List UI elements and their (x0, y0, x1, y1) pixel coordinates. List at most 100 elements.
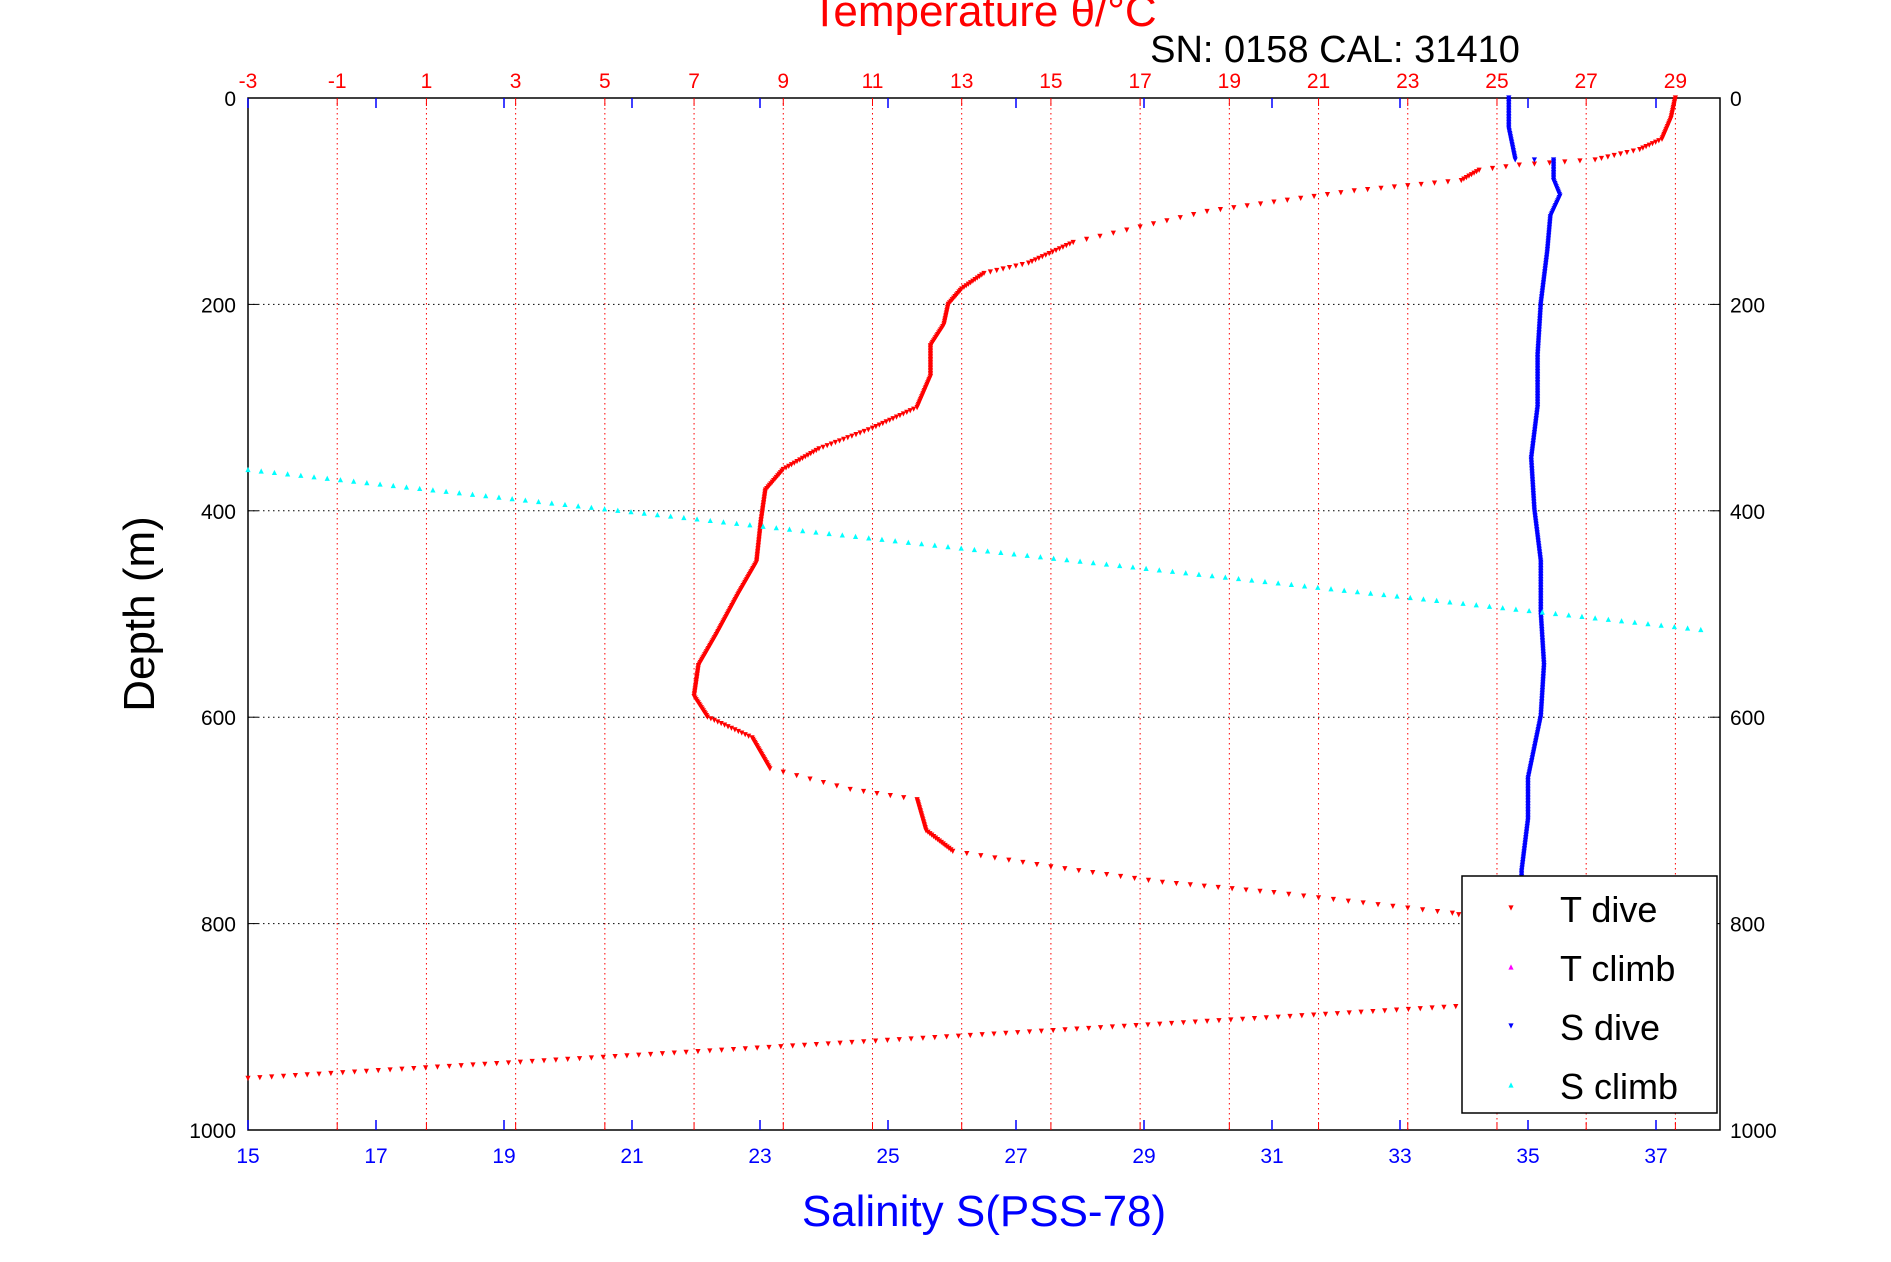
s-climb-marker (800, 527, 806, 534)
t-dive-marker (1418, 181, 1424, 188)
s-climb-marker (1235, 575, 1242, 582)
t-dive-marker (1145, 1022, 1151, 1028)
t-dive-marker (890, 416, 896, 422)
depth-tick-label-right: 0 (1730, 88, 1742, 111)
depth-tick-label-left: 1000 (189, 1120, 236, 1143)
t-dive-marker (1006, 264, 1013, 271)
depth-tick-label-right: 200 (1730, 294, 1765, 317)
t-dive-marker (1019, 261, 1025, 268)
t-dive-marker (1217, 207, 1224, 213)
t-dive-marker (1257, 201, 1264, 207)
t-dive-marker (816, 446, 822, 452)
s-climb-marker (628, 509, 634, 515)
t-dive-marker (588, 1055, 594, 1061)
t-dive-marker (704, 714, 711, 720)
s-climb-marker (1090, 559, 1096, 566)
temperature-tick-label: -3 (239, 70, 258, 93)
s-climb-marker (1381, 591, 1387, 598)
t-dive-marker (887, 417, 893, 423)
s-climb-marker (1579, 613, 1585, 619)
s-climb-marker (734, 520, 740, 526)
depth-tick-label-right: 1000 (1730, 1120, 1777, 1143)
t-dive-marker (845, 435, 851, 441)
t-dive-marker (920, 1035, 926, 1041)
t-dive-marker (612, 1053, 618, 1060)
chart-subtitle: SN: 0158 CAL: 31410 (1150, 29, 1520, 71)
t-dive-marker (304, 1072, 310, 1078)
t-dive-marker (1228, 1017, 1234, 1023)
t-dive-marker (869, 425, 876, 431)
t-dive-marker (1375, 902, 1381, 908)
t-dive-marker (897, 412, 903, 419)
t-dive-marker (825, 1041, 831, 1047)
t-dive-marker (791, 460, 797, 466)
t-dive-marker (836, 438, 843, 444)
t-dive-marker (873, 424, 879, 430)
depth-tick-label-right: 800 (1730, 914, 1765, 937)
t-dive-marker (911, 406, 917, 412)
t-dive-marker (1056, 246, 1063, 252)
t-dive-marker (978, 853, 984, 859)
s-climb-marker (1486, 603, 1493, 609)
s-climb-marker (1183, 570, 1189, 576)
s-climb-marker (1566, 612, 1572, 618)
t-dive-marker (1053, 247, 1059, 254)
t-dive-marker (1656, 138, 1662, 144)
t-dive-marker (1417, 1006, 1423, 1012)
t-dive-marker (1420, 907, 1426, 913)
chart-title: Temperature θ/°C (811, 0, 1156, 36)
t-dive-marker (1187, 882, 1193, 888)
t-dive-marker (1630, 148, 1636, 154)
t-dive-marker (979, 1032, 985, 1038)
t-dive-marker (908, 1036, 914, 1042)
t-dive-marker (1271, 199, 1277, 205)
s-climb-marker (1156, 567, 1162, 573)
t-dive-marker (1370, 1008, 1376, 1015)
t-dive-marker (1083, 236, 1090, 242)
s-climb-marker (1064, 557, 1070, 563)
t-dive-marker (1229, 886, 1235, 892)
t-dive-marker (1391, 184, 1397, 190)
t-dive-marker (893, 414, 900, 420)
t-dive-marker (1063, 243, 1069, 249)
s-climb-marker (1143, 565, 1149, 572)
t-dive-marker (1121, 1023, 1127, 1029)
t-dive-marker (813, 447, 819, 454)
s-climb-marker (1684, 625, 1691, 631)
t-dive-marker (874, 790, 880, 797)
t-dive-marker (1050, 249, 1056, 255)
t-dive-marker (1346, 1010, 1352, 1016)
salinity-tick-label: 29 (1132, 1145, 1155, 1168)
t-dive-marker (797, 457, 803, 463)
s-climb-marker (258, 468, 264, 474)
t-dive-marker (832, 439, 839, 446)
t-dive-marker (1516, 162, 1522, 168)
t-dive-marker (1244, 203, 1250, 209)
temperature-tick-label: 11 (862, 70, 884, 93)
s-climb-marker (1513, 606, 1519, 612)
s-climb-marker (1434, 597, 1440, 603)
t-dive-marker (695, 1049, 701, 1055)
s-climb-marker (377, 481, 383, 487)
t-dive-marker (725, 724, 731, 730)
t-dive-marker (872, 1038, 879, 1044)
s-climb-marker (1328, 586, 1334, 592)
t-dive-marker (1062, 1027, 1068, 1033)
t-dive-marker (1338, 190, 1344, 196)
t-dive-marker (1441, 1004, 1447, 1010)
t-dive-marker (876, 422, 882, 428)
t-dive-marker (1157, 1021, 1163, 1027)
t-dive-marker (1390, 903, 1396, 909)
t-dive-marker (1378, 185, 1384, 191)
s-climb-marker (417, 485, 423, 492)
s-climb-marker (522, 497, 528, 503)
t-dive-marker (1468, 172, 1475, 178)
t-dive-marker (853, 431, 859, 438)
t-dive-marker (1026, 1029, 1033, 1035)
t-dive-marker (446, 1063, 452, 1070)
s-climb-marker (615, 507, 621, 513)
t-dive-marker (280, 1073, 287, 1079)
s-climb-marker (1698, 626, 1704, 633)
series-s-climb (245, 466, 1704, 633)
t-dive-marker (1287, 1013, 1293, 1020)
